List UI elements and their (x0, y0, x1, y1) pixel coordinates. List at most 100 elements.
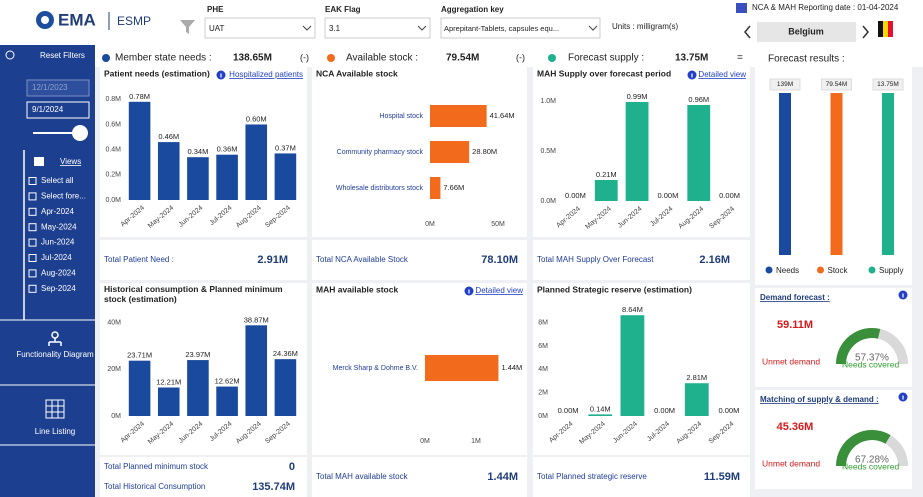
y-tick-label: 0M (538, 413, 548, 420)
y-tick-label: 0M (111, 413, 121, 420)
x-tick-label: 50M (491, 221, 505, 228)
checkbox[interactable] (28, 177, 37, 185)
bar (684, 383, 709, 416)
value-label: 2.81M (686, 373, 707, 382)
total-label: Total Historical Consumption (104, 482, 205, 491)
detail-link[interactable]: Detailed view (475, 286, 523, 295)
info-icon (468, 289, 470, 294)
gauge-percent: 67.28% (855, 455, 889, 466)
value-label: 28.80M (472, 147, 497, 156)
date-input[interactable] (26, 79, 90, 97)
gauge-right-label: Needs covered (842, 359, 899, 369)
value-label: 0.00M (654, 406, 675, 415)
product: ESMP (117, 14, 151, 28)
units: Units : milligram(s) (612, 22, 679, 31)
nav-item[interactable]: Line Listing (15, 427, 95, 441)
summary-label: Member state needs : (115, 53, 212, 64)
y-tick-label: 0.0M (105, 197, 121, 204)
bar (157, 142, 180, 200)
checkbox[interactable] (28, 192, 37, 201)
category-label: Merck Sharp & Dohme B.V. (333, 365, 418, 372)
forecast-bar (830, 93, 843, 255)
gauge-fill (836, 328, 881, 365)
y-tick-label: 2M (538, 390, 548, 397)
total-value: 2.16M (699, 254, 730, 266)
dropdown[interactable] (440, 17, 601, 39)
checkbox[interactable] (28, 223, 37, 232)
flag (883, 21, 888, 37)
value-label: 0.14M (590, 404, 611, 413)
summary-label: Forecast results : (768, 54, 845, 65)
gauge-percent: 57.37% (855, 353, 889, 364)
total-panel (533, 240, 750, 280)
dropdown[interactable] (324, 17, 431, 39)
y-tick-label: 0.5M (540, 148, 556, 155)
prev-arrow[interactable] (744, 25, 751, 39)
total-label: Total Planned minimum stock (104, 462, 209, 471)
value-label: 0.00M (565, 191, 586, 200)
option-label: Jun-2024 (41, 238, 75, 247)
option-label: Jul-2024 (41, 253, 72, 262)
detail-link[interactable]: Detailed view (698, 70, 746, 79)
option-label: Sep-2024 (41, 284, 76, 293)
label: PHE (207, 5, 224, 14)
total-label: Total Patient Need : (104, 255, 174, 264)
checkbox[interactable] (28, 254, 37, 262)
summary-sign: (-) (300, 52, 309, 62)
forecast-bar (882, 93, 894, 255)
total-label: Total MAH available stock (316, 472, 409, 481)
category-label: Community pharmacy stock (337, 149, 424, 156)
checkbox[interactable] (28, 284, 37, 293)
detail-link[interactable]: Hospitalized patients (229, 70, 303, 79)
legend-dot (765, 266, 773, 274)
category-label: Hospital stock (379, 113, 423, 120)
value-label: 8.64M (622, 305, 643, 314)
value-label: 0.34M (187, 147, 208, 156)
country-selector[interactable] (757, 22, 856, 42)
summary-sign: (-) (516, 52, 525, 62)
value-label: 0.60M (246, 114, 267, 123)
country: Belgium (788, 26, 824, 36)
dropdown[interactable] (204, 17, 316, 39)
total-value: 78.10M (481, 254, 518, 266)
chevron (417, 25, 427, 31)
bar (128, 101, 151, 200)
filter-icon[interactable] (180, 20, 195, 34)
chart-title: Planned Strategic reserve (estimation) (537, 284, 692, 294)
bar (588, 414, 613, 416)
chart-title: MAH Supply over forecast period (537, 68, 671, 78)
total-value: 135.74M (252, 481, 295, 493)
label-box (769, 78, 801, 91)
reset-filters[interactable]: Reset Filters (40, 51, 85, 60)
nav-item[interactable]: Functionality Diagram (15, 350, 95, 374)
next-arrow[interactable] (862, 25, 869, 39)
gauge-left-label: Unmet demand (762, 356, 820, 366)
checkbox[interactable] (28, 238, 37, 247)
value-label: 38.87M (244, 315, 269, 324)
nav-label: Line Listing (34, 427, 76, 436)
value-label: 7.66M (443, 183, 464, 192)
checkbox[interactable] (28, 207, 37, 216)
value-label: 12.21M (156, 377, 181, 386)
bar (216, 154, 238, 200)
y-tick-label: 40M (107, 320, 121, 327)
checkbox[interactable] (28, 269, 37, 278)
slider-handle[interactable] (72, 125, 88, 141)
date-from: 12/1/2023 (32, 83, 68, 92)
bar (620, 315, 645, 416)
reporting-date: NCA & MAH Reporting date : 01-04-2024 (752, 3, 899, 12)
value-label: 0.37M (275, 143, 296, 152)
bar (425, 355, 499, 381)
nav-label: Functionality Diagram (16, 350, 94, 359)
bar (187, 157, 209, 200)
info-icon (902, 395, 904, 400)
chart-title: Historical consumption & Planned minimum… (104, 284, 283, 304)
value-label: 23.71M (127, 351, 152, 360)
value-label: 23.97M (185, 350, 210, 359)
value-label: 24.36M (273, 349, 298, 358)
views[interactable]: Views (60, 157, 81, 166)
date-input[interactable] (26, 101, 90, 119)
date-to: 9/1/2024 (32, 105, 64, 114)
